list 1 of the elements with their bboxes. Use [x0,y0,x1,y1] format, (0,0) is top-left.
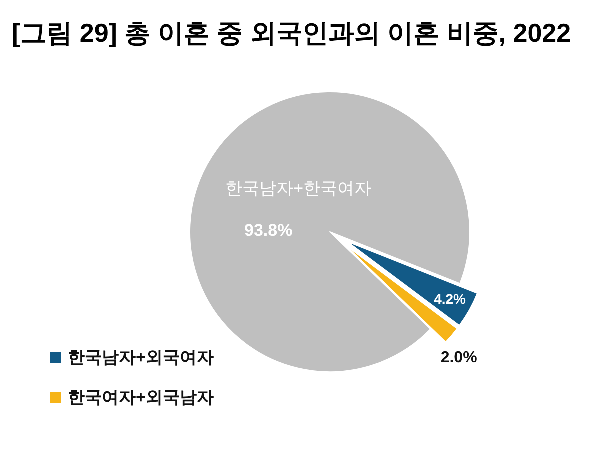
title: [그림 29] 총 이혼 중 외국인과의 이혼 비중, 2022 [12,18,572,48]
